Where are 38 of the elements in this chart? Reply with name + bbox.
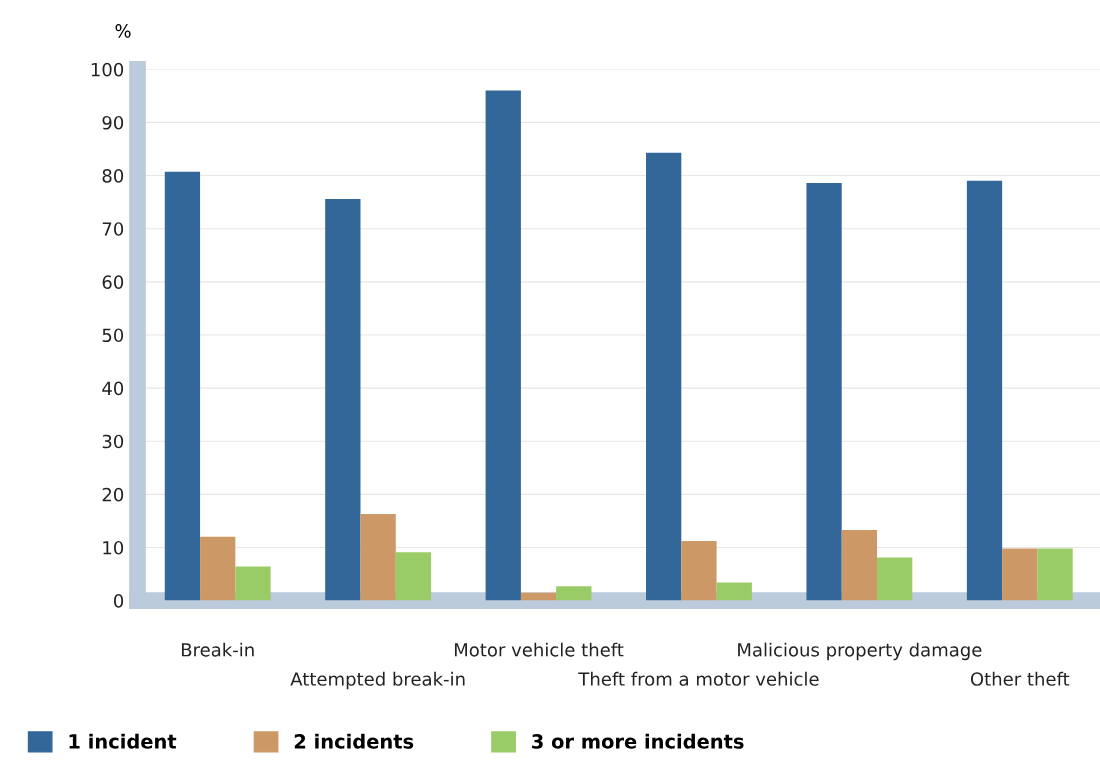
y-tick-label: 90	[102, 115, 124, 130]
y-tick-label: 60	[102, 275, 124, 289]
y-tick-label: 80	[102, 169, 124, 183]
y-tick-label: 10	[103, 540, 124, 555]
bar	[485, 90, 521, 601]
bar	[556, 586, 592, 601]
legend-label: 2 incidents	[294, 733, 414, 749]
bar	[360, 514, 396, 601]
bar	[325, 198, 361, 601]
legend-label: 1 incident	[69, 733, 177, 749]
bar	[681, 541, 717, 601]
y-tick-label: 20	[102, 487, 124, 502]
bar	[877, 557, 913, 601]
bar	[200, 536, 236, 601]
x-tick-label: Other theft	[970, 671, 1070, 686]
y-tick-label: 50	[102, 328, 124, 343]
bar	[1002, 548, 1038, 601]
x-tick-label: Attempted break-in	[290, 671, 465, 690]
y-axis-title: %	[115, 24, 131, 38]
bar	[841, 529, 878, 601]
bar	[1037, 548, 1073, 601]
bar	[716, 582, 752, 601]
bar	[806, 183, 842, 601]
bar	[164, 171, 201, 601]
x-tick-label: Break-in	[181, 642, 254, 657]
y-tick-label: 100	[91, 62, 124, 77]
bar	[395, 552, 432, 601]
legend-label: 3 or more incidents	[532, 733, 744, 749]
x-tick-label: Malicious property damage	[738, 642, 982, 661]
bar	[646, 152, 682, 601]
bar	[966, 180, 1003, 601]
bar	[235, 566, 271, 601]
y-tick-label: 40	[102, 381, 124, 396]
x-tick-label: Motor vehicle theft	[454, 642, 624, 657]
y-tick-label: 30	[102, 434, 124, 449]
x-tick-label: Theft from a motor vehicle	[578, 671, 819, 686]
y-tick-label: 70	[102, 222, 124, 236]
y-tick-label: 0	[114, 594, 124, 608]
